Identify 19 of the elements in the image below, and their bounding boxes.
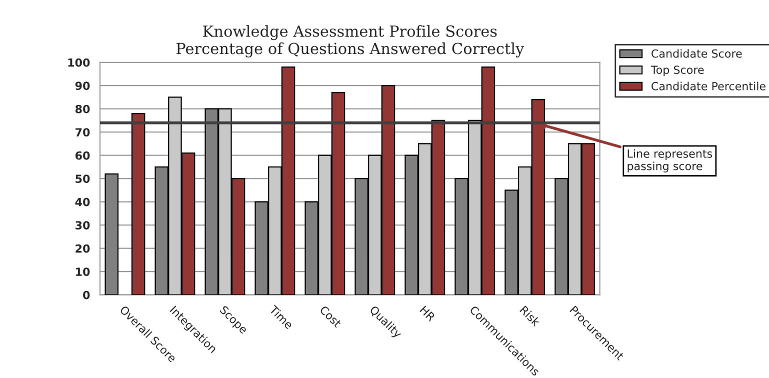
y-tick-label: 80: [75, 104, 90, 114]
y-tick-label: 100: [68, 58, 90, 67]
y-tick-label: 10: [76, 268, 90, 276]
y-tick-label: 40: [75, 198, 90, 206]
chart-title: Knowledge Assessment Profile Scores Percentage of Questions Answered Correctly: [176, 25, 524, 58]
legend-label: Top Score: [650, 66, 704, 76]
x-tick-label: HR: [420, 306, 436, 322]
bar: [131, 112, 146, 295]
legend-label: Candidate Percentile: [652, 82, 766, 90]
bar: [104, 173, 119, 295]
y-tick-label: 20: [76, 244, 90, 253]
y-tick-label: 70: [76, 128, 90, 136]
y-tick-label: 30: [76, 221, 90, 230]
y-tick-label: 0: [83, 290, 90, 300]
legend-label: Candidate Score: [652, 49, 742, 58]
y-tick-label: 90: [75, 82, 90, 90]
y-tick-label: 60: [75, 151, 90, 160]
y-tick-label: 50: [76, 174, 90, 183]
ref-line-label: Line represents passing score: [628, 149, 712, 172]
